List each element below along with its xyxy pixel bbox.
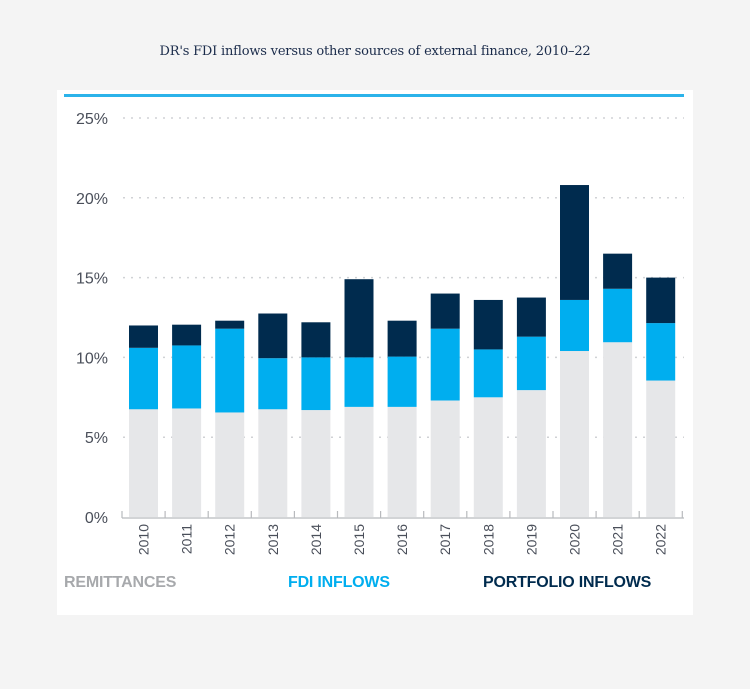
bar-portfolio-inflows [215,320,245,329]
bar-fdi-inflows [473,349,503,398]
bar-fdi-inflows [129,347,158,410]
y-tick-label: 25% [76,111,108,128]
bar-portfolio-inflows [430,293,460,329]
x-tick-label: 2012 [222,524,238,555]
y-tick-label: 15% [76,271,108,288]
bar-fdi-inflows [560,299,589,352]
x-tick-label: 2015 [351,524,367,555]
bar-remittances [473,397,503,517]
bar-remittances [387,406,417,517]
bar-portfolio-inflows [387,320,417,357]
bar-fdi-inflows [172,345,202,409]
y-tick-label: 0% [85,510,108,527]
bar-portfolio-inflows [129,325,158,348]
accent-top-line [64,94,684,97]
x-tick-label: 2011 [179,524,195,554]
x-tick-label: 2022 [653,524,669,555]
bar-fdi-inflows [344,357,374,407]
bar-remittances [516,390,546,517]
bar-portfolio-inflows [646,277,676,324]
bar-fdi-inflows [516,336,546,391]
bar-remittances [560,351,589,517]
bars [129,185,676,517]
legend-remittances: REMITTANCES [64,574,177,591]
bar-portfolio-inflows [172,324,202,346]
bar-portfolio-inflows [560,185,589,300]
bar-portfolio-inflows [301,322,331,358]
bar-portfolio-inflows [258,313,288,359]
bar-fdi-inflows [646,323,676,381]
bar-remittances [129,409,158,517]
x-tick-label: 2014 [308,524,324,555]
bar-remittances [603,342,633,517]
y-tick-label: 20% [76,191,108,208]
x-tick-label: 2010 [136,524,152,555]
bar-fdi-inflows [603,288,633,343]
bar-portfolio-inflows [473,299,503,350]
x-tick-label: 2018 [480,524,496,555]
bar-remittances [215,412,245,517]
y-tick-label: 10% [76,350,108,367]
x-tick-label: 2017 [437,524,453,555]
chart-title: DR's FDI inflows versus other sources of… [159,44,591,59]
y-tick-label: 5% [85,430,108,447]
x-tick-label: 2016 [394,524,410,555]
bar-fdi-inflows [258,358,288,410]
bar-fdi-inflows [387,356,417,407]
bar-remittances [430,400,460,517]
bar-portfolio-inflows [516,297,546,337]
bar-remittances [301,410,331,517]
bar-fdi-inflows [430,328,460,401]
bar-portfolio-inflows [603,253,633,289]
bar-remittances [344,406,374,517]
bar-remittances [646,380,676,517]
bar-portfolio-inflows [344,279,374,358]
legend-fdi-inflows: FDI INFLOWS [288,574,390,591]
legend-portfolio-inflows: PORTFOLIO INFLOWS [483,574,652,591]
bar-remittances [258,409,288,517]
x-tick-label: 2019 [523,524,539,555]
x-axis: 2010 2011 2012 2013 2014 2015 2016 2017 2018 2019… [121,511,684,555]
bar-remittances [172,408,202,517]
x-tick-label: 2021 [610,524,626,555]
x-tick-label: 2020 [567,524,583,555]
y-axis: 0% 5% 10% 15% 20% 25% [76,111,108,527]
x-tick-label: 2013 [265,524,281,555]
bar-fdi-inflows [215,328,245,413]
bar-fdi-inflows [301,357,331,411]
